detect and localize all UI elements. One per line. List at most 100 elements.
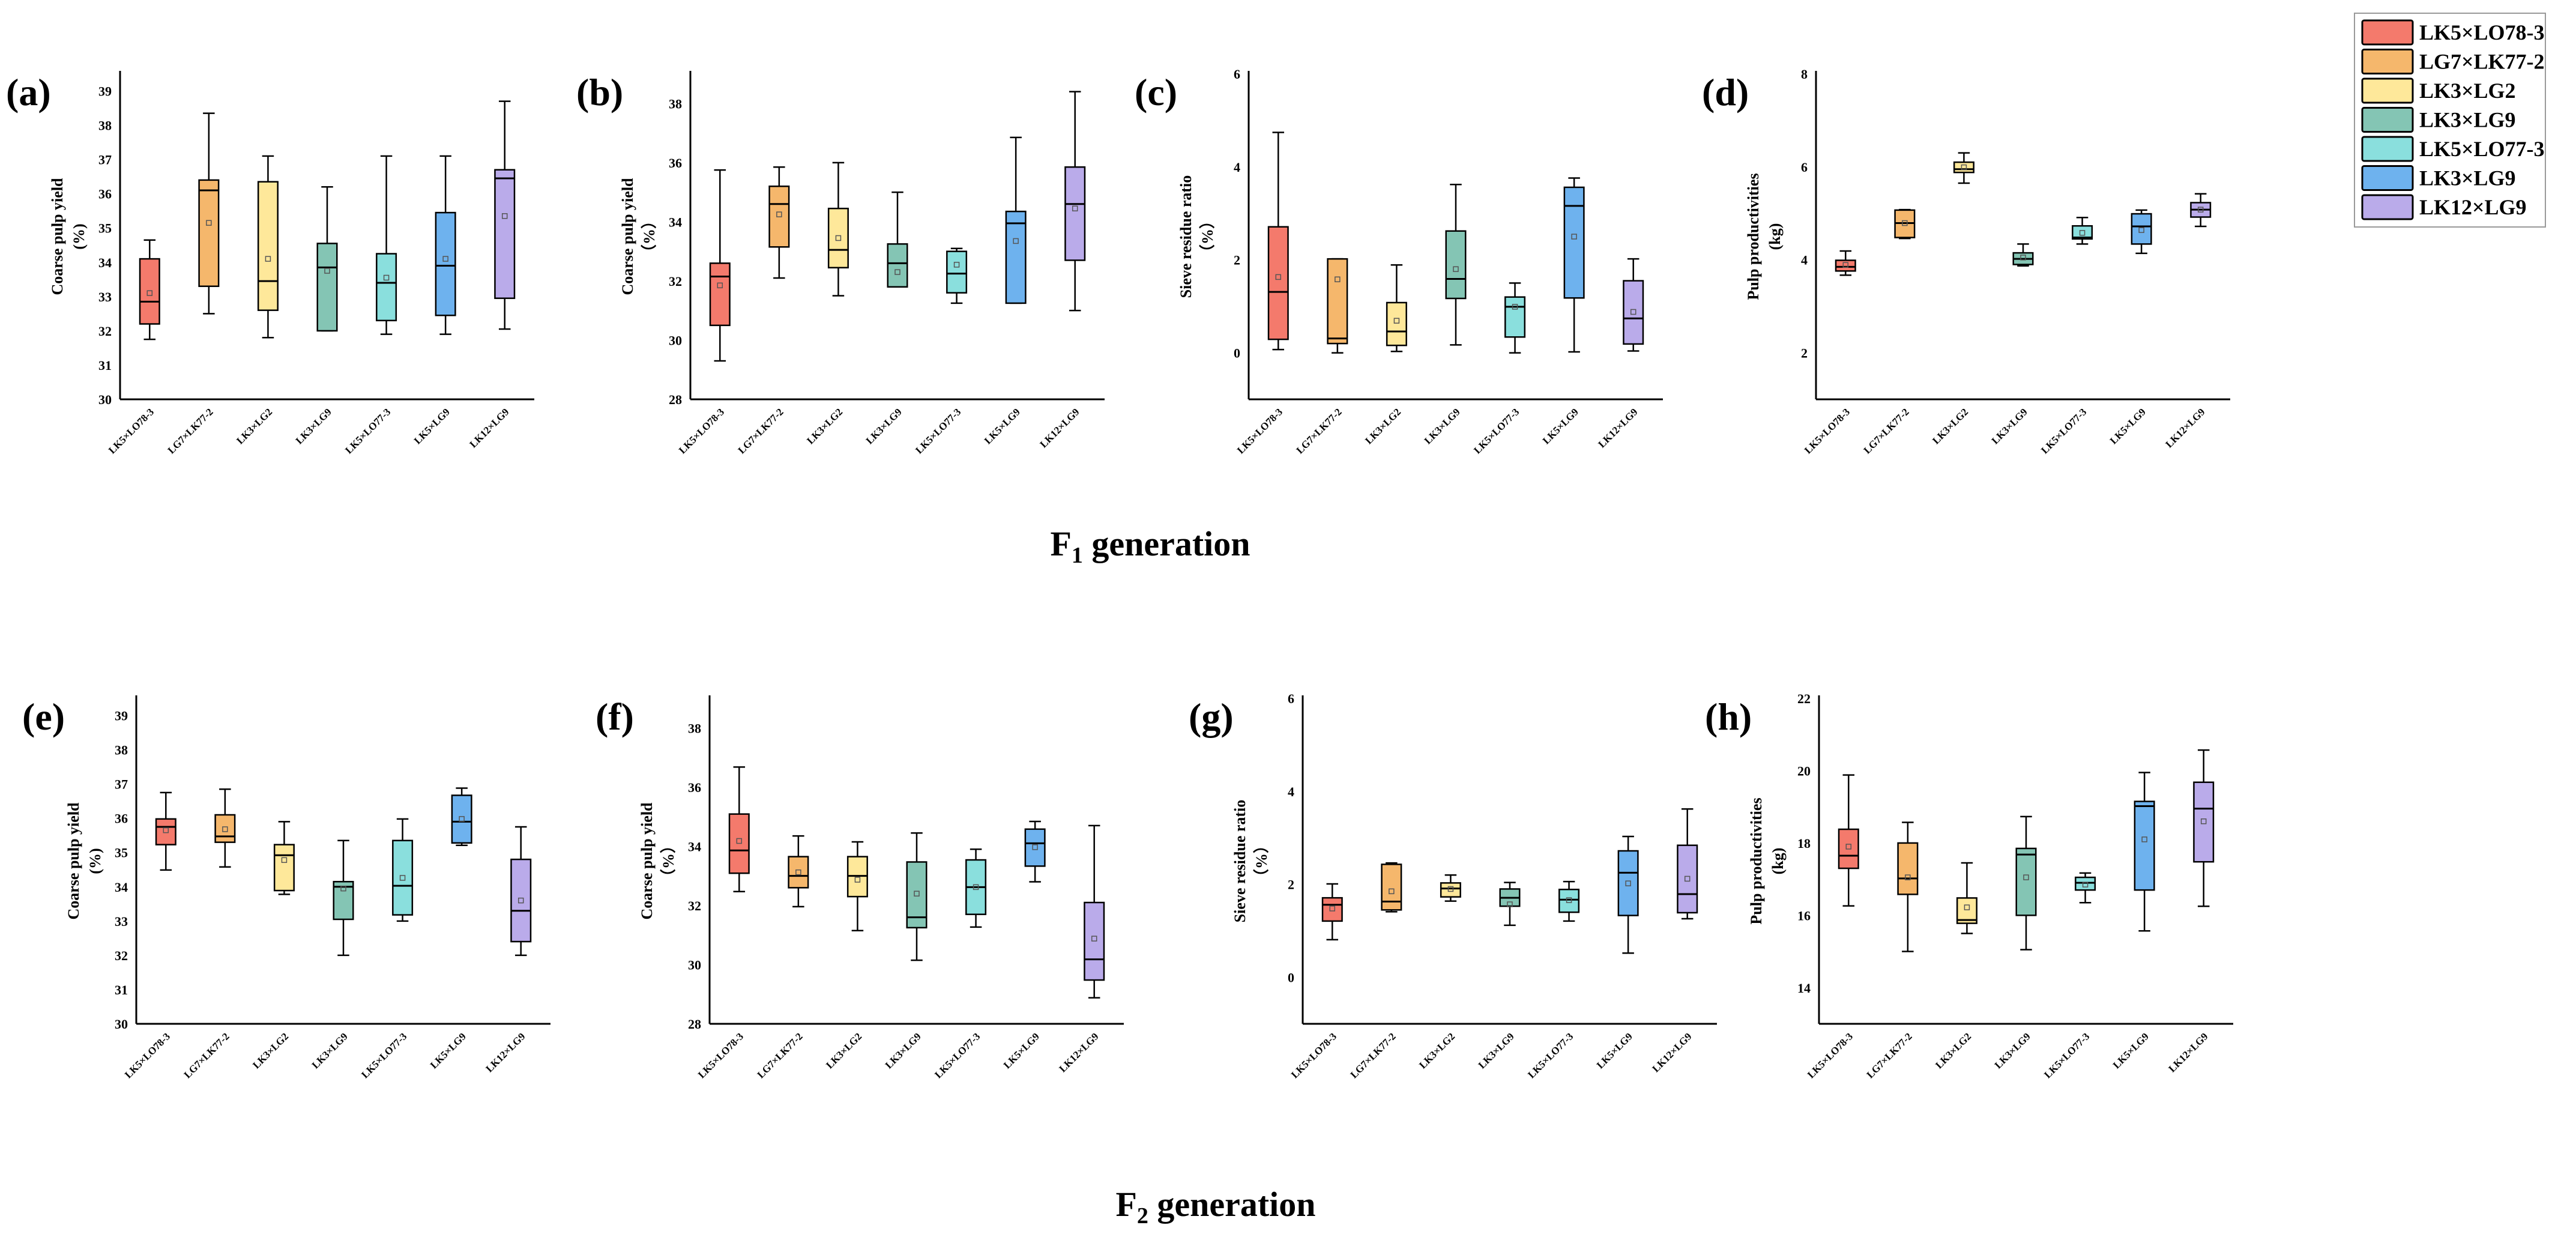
mean-marker <box>1961 164 1967 171</box>
mean-marker <box>163 827 169 833</box>
iqr-box <box>2072 225 2093 240</box>
x-tick-label: LK5×LO77-3 <box>932 1030 982 1080</box>
panel-label: (e) <box>22 695 65 738</box>
box-1 <box>728 766 750 893</box>
mean-marker <box>1902 220 1908 226</box>
iqr-box <box>1381 863 1402 911</box>
iqr-box <box>728 813 750 874</box>
panel-h: (h) 14 16 18 20 22 Pulp productivities (kg) LK5×… <box>1705 691 2233 1080</box>
x-tick-label: LK3×LG9 <box>294 406 334 446</box>
mean-marker <box>717 282 723 289</box>
iqr-box <box>2015 847 2037 916</box>
y-tick-label: 32 <box>688 898 701 913</box>
box-4 <box>887 191 908 288</box>
y-tick-label: 37 <box>98 153 112 168</box>
iqr-box <box>1677 844 1698 914</box>
legend-label: LK5×LO77-3 <box>2419 137 2545 161</box>
legend: LK5×LO78-3 LG7×LK77-2 LK3×LG2 LK3×LG9 LK5×LO… <box>2354 13 2546 228</box>
iqr-box <box>946 250 968 294</box>
y-tick-label: 36 <box>688 780 701 795</box>
box-2 <box>1894 208 1916 240</box>
y-tick-label: 34 <box>115 880 128 895</box>
y-axis-title: (%) <box>86 848 104 874</box>
y-tick-label: 18 <box>1797 836 1811 851</box>
x-tick-label: LK5×LO78-3 <box>106 406 156 456</box>
box-4 <box>906 832 928 961</box>
box-2 <box>1381 862 1402 913</box>
iqr-box <box>435 211 456 316</box>
x-tick-label: LK3×LG9 <box>1476 1030 1516 1071</box>
y-tick-label: 28 <box>669 392 682 407</box>
x-tick-label: LK3×LG2 <box>804 406 845 446</box>
box-6 <box>2131 209 2152 255</box>
iqr-box <box>1386 301 1407 346</box>
panel-f: (f) 28 30 32 34 36 38 Coarse pulp yield （%） LK5×L… <box>596 695 1124 1080</box>
x-tick-label: LK5×LG9 <box>412 406 452 446</box>
box-3 <box>257 155 279 339</box>
y-tick-label: 30 <box>688 957 701 972</box>
legend-swatch <box>2361 107 2414 133</box>
legend-swatch <box>2361 19 2414 46</box>
iqr-box <box>198 179 220 287</box>
mean-marker <box>1032 844 1038 850</box>
x-tick-label: LK3×LG9 <box>1422 406 1462 446</box>
mean-marker <box>894 269 900 275</box>
legend-label: LK12×LG9 <box>2419 195 2527 219</box>
x-tick-label: LK12×LG9 <box>1037 406 1081 450</box>
mean-marker <box>281 857 288 863</box>
y-tick-label: 39 <box>98 84 112 99</box>
panel-label: (d) <box>1702 71 1749 113</box>
y-tick-label: 16 <box>1797 908 1811 923</box>
x-tick-label: LG7×LK77-2 <box>1865 1030 1914 1080</box>
y-axis-title: Coarse pulp yield <box>49 178 66 295</box>
x-tick-label: LG7×LK77-2 <box>736 406 786 456</box>
y-tick-label: 30 <box>98 392 112 407</box>
mean-marker <box>973 884 979 891</box>
box-3 <box>1953 152 1974 184</box>
box-6 <box>1617 835 1639 954</box>
iqr-box <box>139 258 160 325</box>
box-1 <box>1321 883 1343 941</box>
x-tick-label: LK3×LG9 <box>1992 1030 2033 1071</box>
mean-marker <box>399 875 406 881</box>
y-tick-label: 36 <box>669 156 682 171</box>
y-tick-label: 37 <box>115 777 128 792</box>
box-2 <box>1897 821 1919 952</box>
y-tick-label: 2 <box>1801 346 1808 361</box>
x-tick-label: LK5×LO77-3 <box>359 1030 409 1080</box>
y-tick-label: 6 <box>1801 160 1808 175</box>
mean-marker <box>2138 227 2144 233</box>
mean-marker <box>459 816 465 822</box>
legend-label: LK3×LG2 <box>2419 79 2516 103</box>
x-tick-label: LK12×LG9 <box>483 1030 527 1074</box>
mean-marker <box>2200 818 2207 824</box>
mean-marker <box>146 290 153 296</box>
y-tick-label: 6 <box>1234 67 1240 82</box>
legend-swatch <box>2361 165 2414 191</box>
iqr-box <box>1440 882 1461 898</box>
x-tick-label: LK3×LG2 <box>1417 1030 1457 1071</box>
mean-marker <box>206 220 212 226</box>
panel-label: (a) <box>6 71 51 113</box>
y-tick-label: 31 <box>115 982 128 997</box>
mean-marker <box>736 838 743 844</box>
iqr-box <box>1327 258 1348 345</box>
panel-b: (b) 28 30 32 34 36 38 Coarse pulp yield （%） LK5×L… <box>576 71 1105 456</box>
y-axis-title: （%） <box>1199 213 1216 260</box>
mean-marker <box>1845 844 1852 850</box>
y-axis-title: (kg) <box>1766 223 1784 250</box>
box-7 <box>2190 193 2212 228</box>
mean-marker <box>1507 901 1513 907</box>
x-tick-label: LG7×LK77-2 <box>1294 406 1344 456</box>
x-tick-label: LK3×LG9 <box>883 1030 923 1071</box>
mean-marker <box>1389 888 1395 895</box>
iqr-box <box>451 794 472 844</box>
x-tick-label: LK12×LG9 <box>2166 1030 2210 1074</box>
iqr-box <box>333 880 354 921</box>
y-tick-label: 34 <box>98 255 112 270</box>
x-tick-label: LK5×LO78-3 <box>1289 1030 1339 1080</box>
mean-marker <box>1630 309 1636 315</box>
y-axis-title: (kg) <box>1769 848 1787 875</box>
iqr-box <box>1321 897 1343 922</box>
